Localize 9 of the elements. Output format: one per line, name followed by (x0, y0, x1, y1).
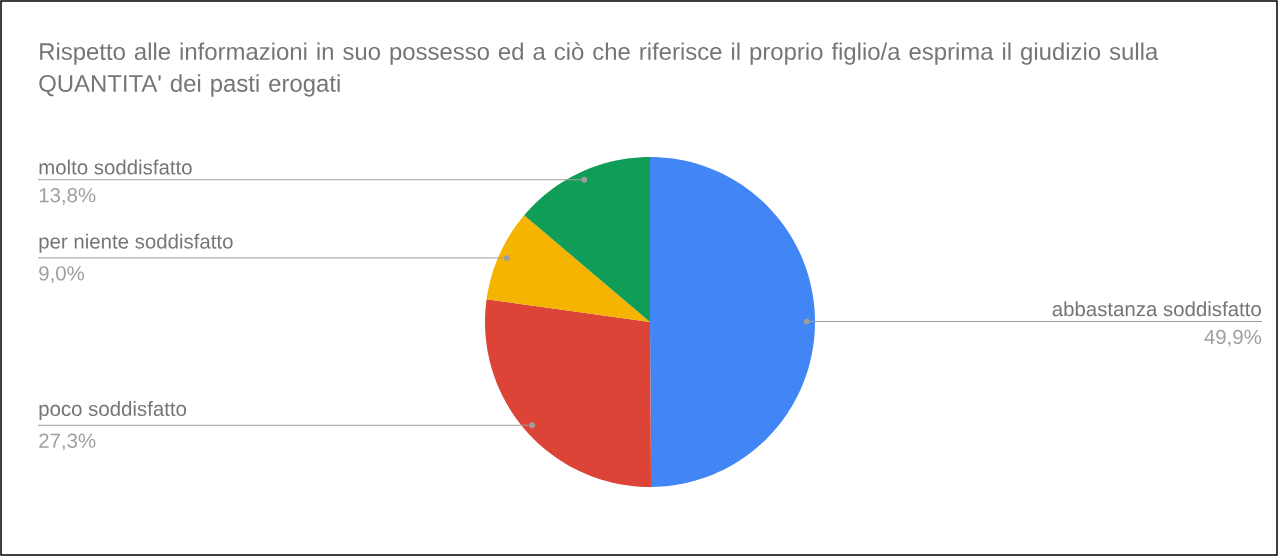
data-label: 9,0% (39, 266, 85, 283)
data-label: 13,8% (39, 187, 96, 205)
slice-label: abbastanza soddisfatto (1052, 301, 1261, 317)
data-label: 27,3% (39, 433, 96, 451)
slice-label: per niente soddisfatto (39, 233, 233, 253)
slice-label: molto soddisfatto (39, 159, 192, 175)
chart-title: Rispetto alle informazioni in suo possesso ed a ciò che riferisce il proprio figlio/a esprima il giudizio sulla QUANTITA' dei pasti erogati (39, 42, 1159, 97)
data-label: 49,9% (1204, 329, 1262, 347)
slice-label: poco soddisfatto (39, 401, 187, 421)
